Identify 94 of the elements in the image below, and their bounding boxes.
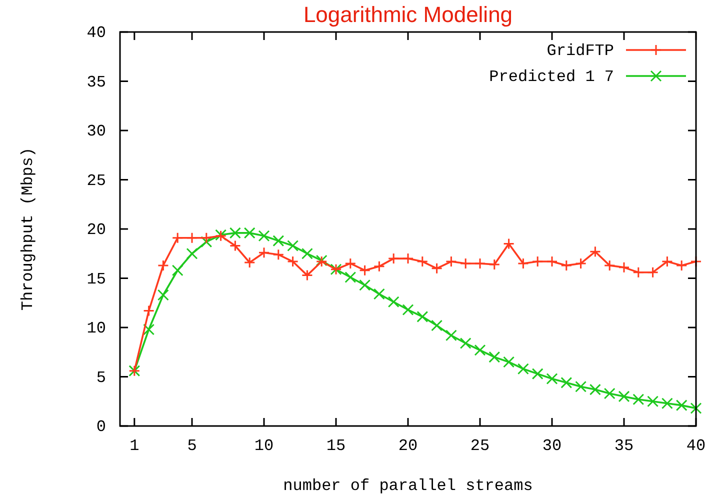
- point: [503, 356, 515, 368]
- point: [402, 252, 414, 264]
- point: [258, 246, 270, 258]
- point: [359, 279, 371, 291]
- point: [632, 394, 644, 406]
- point: [388, 252, 400, 264]
- x-tick-label: 20: [398, 437, 418, 455]
- point: [460, 338, 472, 350]
- point: [647, 266, 659, 278]
- point: [186, 248, 198, 260]
- point: [272, 248, 284, 260]
- x-tick-label: 15: [326, 437, 346, 455]
- point: [143, 324, 155, 336]
- x-tick-label: 40: [686, 437, 706, 455]
- x-tick-label: 10: [254, 437, 274, 455]
- point: [604, 388, 616, 400]
- point: [661, 256, 673, 268]
- point: [431, 320, 443, 332]
- point: [229, 240, 241, 252]
- x-tick-label: 1: [130, 437, 140, 455]
- point: [200, 232, 212, 244]
- point: [301, 248, 313, 260]
- chart-title: Logarithmic Modeling: [303, 2, 513, 27]
- y-tick-label: 30: [86, 122, 106, 140]
- point: [388, 296, 400, 308]
- point: [402, 304, 414, 316]
- point: [517, 363, 529, 375]
- point: [532, 368, 544, 380]
- point: [244, 256, 256, 268]
- point: [143, 305, 155, 317]
- y-tick-label: 0: [96, 418, 106, 436]
- point: [359, 264, 371, 276]
- point: [560, 260, 572, 272]
- point: [589, 384, 601, 396]
- point: [618, 390, 630, 402]
- point: [647, 396, 659, 408]
- y-tick-label: 35: [86, 73, 106, 92]
- point: [344, 272, 356, 284]
- point: [186, 232, 198, 244]
- point: [690, 402, 702, 414]
- legend-label: Predicted 1 7: [489, 68, 614, 86]
- point: [445, 256, 457, 268]
- x-tick-label: 5: [187, 437, 197, 455]
- y-axis-title: Throughput (Mbps): [19, 147, 37, 311]
- point: [287, 256, 299, 268]
- point: [676, 260, 688, 272]
- point: [546, 256, 558, 268]
- y-tick-label: 15: [86, 270, 106, 288]
- point: [503, 238, 515, 250]
- x-tick-label: 35: [614, 437, 634, 455]
- legend-label: GridFTP: [546, 42, 614, 60]
- point: [172, 264, 184, 276]
- point: [589, 246, 601, 258]
- point: [488, 258, 500, 270]
- point: [157, 260, 169, 272]
- point: [474, 344, 486, 356]
- point: [445, 330, 457, 342]
- point: [229, 227, 241, 239]
- point: [575, 258, 587, 270]
- point: [287, 240, 299, 252]
- point: [200, 236, 212, 248]
- point: [431, 262, 443, 274]
- point: [416, 310, 428, 322]
- point: [301, 270, 313, 282]
- y-tick-label: 40: [86, 24, 106, 42]
- point: [373, 288, 385, 300]
- point: [157, 289, 169, 301]
- point: [618, 262, 630, 274]
- point: [676, 400, 688, 412]
- y-tick-label: 20: [86, 221, 106, 239]
- x-tick-label: 30: [542, 437, 562, 455]
- x-tick-label: 25: [470, 437, 490, 455]
- point: [172, 232, 184, 244]
- point: [604, 260, 616, 272]
- point: [632, 266, 644, 278]
- point: [546, 372, 558, 384]
- point: [488, 351, 500, 363]
- point: [517, 258, 529, 270]
- point: [460, 258, 472, 270]
- point: [244, 227, 256, 239]
- point: [416, 256, 428, 268]
- point: [344, 258, 356, 270]
- point: [532, 256, 544, 268]
- point: [258, 230, 270, 242]
- y-tick-label: 10: [86, 320, 106, 338]
- point: [373, 260, 385, 272]
- point: [560, 376, 572, 388]
- x-axis-title: number of parallel streams: [283, 477, 533, 495]
- point: [474, 258, 486, 270]
- point: [272, 235, 284, 247]
- y-tick-label: 5: [96, 368, 106, 387]
- point: [575, 380, 587, 392]
- y-tick-label: 25: [86, 172, 106, 190]
- point: [661, 398, 673, 410]
